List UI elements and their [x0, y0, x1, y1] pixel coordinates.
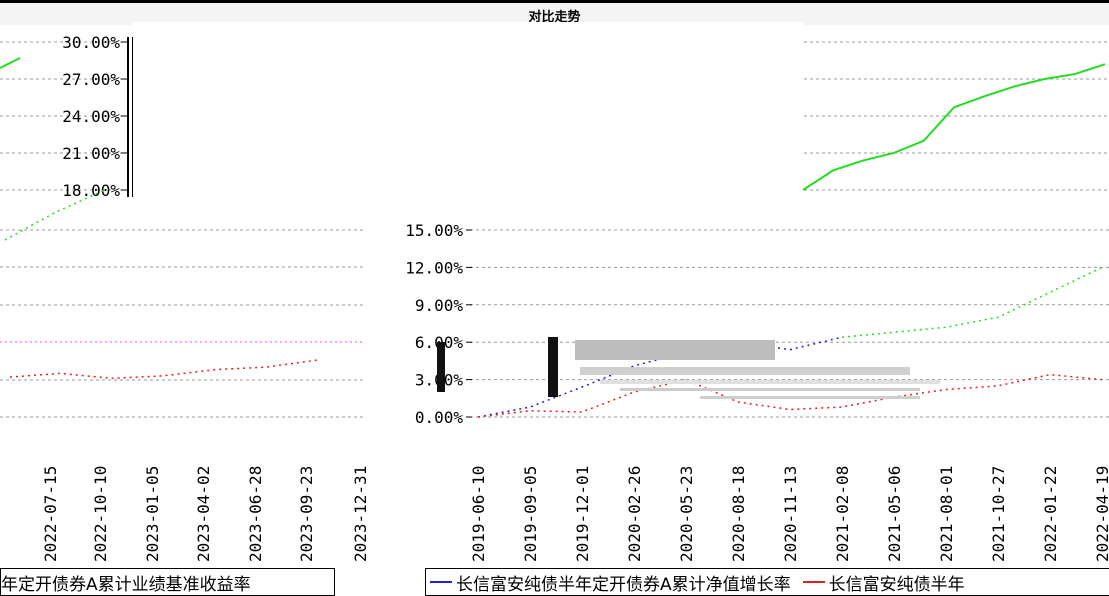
- top-panel-y-axis: 30.00% 27.00% 24.00% 21.00% 18.00%: [62, 33, 134, 200]
- left-x-tick-label: 2023-01-05: [143, 466, 162, 562]
- chart-title-bar: 对比走势: [0, 0, 1109, 25]
- artifact-bar: [548, 337, 558, 397]
- right-panel-series: [477, 266, 1103, 418]
- left-panel-series: [4, 188, 321, 380]
- chart-title: 对比走势: [528, 9, 581, 24]
- chart-canvas: 30.00% 27.00% 24.00% 21.00% 18.00% 2022-07-1…: [0, 22, 1109, 562]
- artifact-bar: [437, 342, 445, 392]
- right-panel-x-axis: 2019-06-10 2019-09-05 2019-12-01 2020-02-26…: [469, 466, 1109, 562]
- right-x-tick-label: 2021-08-01: [937, 466, 956, 562]
- right-legend: 长信富安纯债半年定开债券A累计净值增长率 长信富安纯债半年: [425, 568, 1109, 596]
- top-y-tick-label: 24.00%: [62, 107, 120, 126]
- right-x-tick-label: 2022-04-19: [1093, 466, 1109, 562]
- right-legend-item-benchmark: 长信富安纯债半年: [799, 570, 965, 595]
- artifact-strip: [620, 388, 920, 391]
- top-green-line: [802, 63, 1106, 191]
- top-green-fragment: [0, 57, 21, 69]
- left-x-tick-label: 2023-04-02: [194, 466, 213, 562]
- left-legend-item: 年定开债券A累计业绩基准收益率: [1, 570, 251, 595]
- right-x-tick-label: 2021-05-06: [885, 466, 904, 562]
- top-y-tick-label: 18.00%: [62, 181, 120, 200]
- artifact-strip: [580, 367, 910, 375]
- right-x-tick-label: 2019-09-05: [521, 466, 540, 562]
- right-legend-item-nav: 长信富安纯债半年定开债券A累计净值增长率: [426, 570, 791, 595]
- left-x-tick-label: 2022-10-10: [91, 466, 110, 562]
- right-x-tick-label: 2020-05-23: [677, 466, 696, 562]
- left-x-tick-label: 2023-06-28: [246, 466, 265, 562]
- right-x-tick-label: 2020-11-13: [781, 466, 800, 562]
- right-x-tick-label: 2022-01-22: [1041, 466, 1060, 562]
- right-x-tick-label: 2020-08-18: [729, 466, 748, 562]
- right-y-tick-label: 9.00%: [415, 296, 464, 315]
- left-x-tick-label: 2023-09-23: [297, 466, 316, 562]
- right-series-line: [841, 266, 1103, 338]
- top-panel-blank-area: [133, 22, 803, 197]
- right-x-tick-label: 2020-02-26: [625, 466, 644, 562]
- right-legend-label-nav: 长信富安纯债半年定开债券A累计净值增长率: [456, 574, 791, 595]
- right-panel-gridlines: [470, 229, 1109, 418]
- top-y-tick-label: 30.00%: [62, 33, 120, 52]
- top-panel-green-series: [0, 57, 1106, 191]
- right-x-tick-label: 2021-10-27: [989, 466, 1008, 562]
- right-x-tick-label: 2021-02-08: [833, 466, 852, 562]
- benchmark-swatch: [802, 581, 825, 583]
- left-panel-gridlines: [0, 229, 365, 418]
- left-series-line: [9, 358, 321, 380]
- right-y-tick-label: 12.00%: [405, 258, 463, 277]
- artifact-strip: [575, 340, 775, 360]
- left-x-tick-label: 2023-12-31: [351, 466, 370, 562]
- right-y-tick-label: 15.00%: [405, 221, 463, 240]
- top-y-tick-label: 27.00%: [62, 70, 120, 89]
- artifact-strip: [700, 396, 920, 399]
- right-panel-y-axis: 15.00%12.00%9.00%6.00%3.00%0.00%: [405, 221, 472, 427]
- rendering-artifacts: [437, 337, 940, 399]
- top-y-tick-label: 21.00%: [62, 144, 120, 163]
- right-x-tick-label: 2019-06-10: [469, 466, 488, 562]
- nav-swatch: [430, 581, 452, 583]
- right-x-tick-label: 2019-12-01: [573, 466, 592, 562]
- left-series-line: [4, 188, 108, 241]
- left-x-tick-label: 2022-07-15: [41, 466, 60, 562]
- left-panel-x-axis: 2022-07-15 2022-10-10 2023-01-05 2023-04-02…: [41, 466, 370, 562]
- right-y-tick-label: 0.00%: [415, 408, 464, 427]
- left-legend-label: 年定开债券A累计业绩基准收益率: [1, 574, 251, 595]
- artifact-strip: [600, 380, 940, 384]
- right-legend-label-benchmark: 长信富安纯债半年: [828, 574, 965, 595]
- left-legend: 年定开债券A累计业绩基准收益率: [0, 568, 335, 596]
